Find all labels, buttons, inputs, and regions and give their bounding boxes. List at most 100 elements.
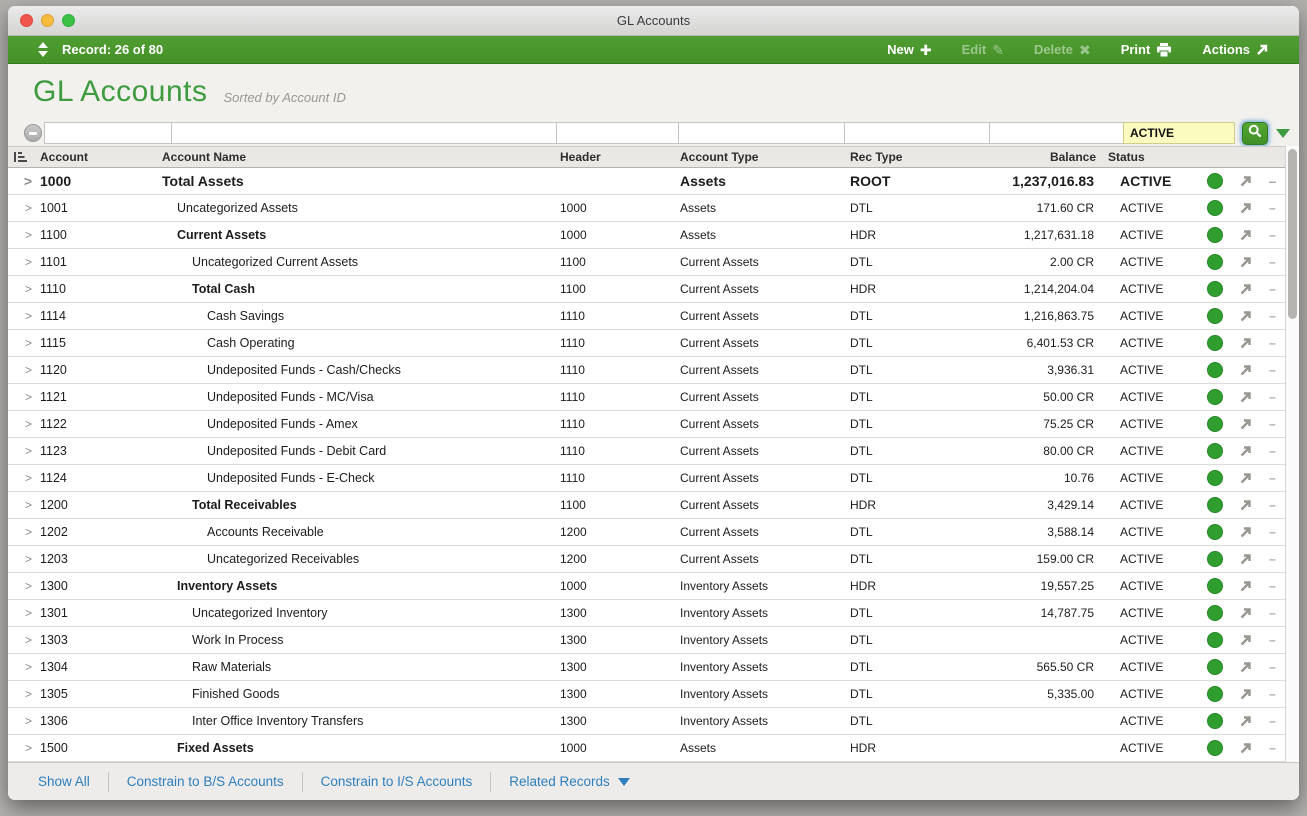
table-row[interactable]: > 1120 Undeposited Funds - Cash/Checks 1… <box>8 357 1285 384</box>
sort-indicator-icon[interactable] <box>8 151 34 163</box>
filter-rec-type-input[interactable] <box>844 122 990 144</box>
go-to-related-record-icon[interactable] <box>1232 174 1260 188</box>
column-header-header[interactable]: Header <box>560 150 601 164</box>
table-row[interactable]: > 1203 Uncategorized Receivables 1200 Cu… <box>8 546 1285 573</box>
table-row[interactable]: > 1200 Total Receivables 1100 Current As… <box>8 492 1285 519</box>
expand-row-chevron-icon[interactable]: > <box>24 471 32 485</box>
go-to-related-record-icon[interactable] <box>1232 255 1260 269</box>
table-row[interactable]: > 1305 Finished Goods 1300 Inventory Ass… <box>8 681 1285 708</box>
table-row[interactable]: > 1114 Cash Savings 1110 Current Assets … <box>8 303 1285 330</box>
expand-row-chevron-icon[interactable]: > <box>24 714 32 728</box>
go-to-related-record-icon[interactable] <box>1232 687 1260 701</box>
expand-row-chevron-icon[interactable]: > <box>24 363 32 377</box>
go-to-related-record-icon[interactable] <box>1232 633 1260 647</box>
table-row[interactable]: > 1001 Uncategorized Assets 1000 Assets … <box>8 195 1285 222</box>
table-row[interactable]: > 1100 Current Assets 1000 Assets HDR 1,… <box>8 222 1285 249</box>
expand-row-chevron-icon[interactable]: > <box>24 444 32 458</box>
expand-row-chevron-icon[interactable]: > <box>24 498 32 512</box>
table-row[interactable]: > 1123 Undeposited Funds - Debit Card 11… <box>8 438 1285 465</box>
table-row[interactable]: > 1110 Total Cash 1100 Current Assets HD… <box>8 276 1285 303</box>
expand-row-chevron-icon[interactable]: > <box>24 228 32 242</box>
new-button[interactable]: New ✚ <box>887 41 932 58</box>
record-navigation-stepper[interactable] <box>38 42 48 57</box>
go-to-related-record-icon[interactable] <box>1232 282 1260 296</box>
go-to-related-record-icon[interactable] <box>1232 741 1260 755</box>
column-header-balance[interactable]: Balance <box>1049 150 1096 164</box>
remove-filter-button[interactable] <box>24 124 42 142</box>
expand-row-chevron-icon[interactable]: > <box>24 417 32 431</box>
go-to-related-record-icon[interactable] <box>1232 390 1260 404</box>
related-records-button[interactable]: Related Records <box>509 774 630 789</box>
table-row[interactable]: > 1122 Undeposited Funds - Amex 1110 Cur… <box>8 411 1285 438</box>
column-header-account[interactable]: Account <box>40 150 88 164</box>
filter-status-input[interactable] <box>1123 122 1235 144</box>
go-to-related-record-icon[interactable] <box>1232 201 1260 215</box>
print-button[interactable]: Print <box>1121 42 1173 57</box>
go-to-related-record-icon[interactable] <box>1232 714 1260 728</box>
go-to-related-record-icon[interactable] <box>1232 309 1260 323</box>
table-row[interactable]: > 1304 Raw Materials 1300 Inventory Asse… <box>8 654 1285 681</box>
filter-balance-input[interactable] <box>989 122 1124 144</box>
filter-account-input[interactable] <box>44 122 172 144</box>
expand-row-chevron-icon[interactable]: > <box>24 390 32 404</box>
go-to-related-record-icon[interactable] <box>1232 552 1260 566</box>
actions-button[interactable]: Actions <box>1202 42 1269 57</box>
scrollbar-thumb[interactable] <box>1288 149 1297 319</box>
expand-row-chevron-icon[interactable]: > <box>24 336 32 350</box>
expand-row-chevron-icon[interactable]: > <box>24 552 32 566</box>
go-to-related-record-icon[interactable] <box>1232 228 1260 242</box>
table-row[interactable]: > 1101 Uncategorized Current Assets 1100… <box>8 249 1285 276</box>
go-to-related-record-icon[interactable] <box>1232 471 1260 485</box>
show-all-button[interactable]: Show All <box>38 774 90 789</box>
table-row[interactable]: > 1000 Total Assets Assets ROOT 1,237,01… <box>8 168 1285 195</box>
expand-row-chevron-icon[interactable]: > <box>24 309 32 323</box>
go-to-related-record-icon[interactable] <box>1232 579 1260 593</box>
expand-row-chevron-icon[interactable]: > <box>24 687 32 701</box>
vertical-scrollbar[interactable] <box>1285 146 1299 762</box>
go-to-related-record-icon[interactable] <box>1232 444 1260 458</box>
next-record-icon[interactable] <box>38 51 48 57</box>
table-row[interactable]: > 1306 Inter Office Inventory Transfers … <box>8 708 1285 735</box>
table-row[interactable]: > 1115 Cash Operating 1110 Current Asset… <box>8 330 1285 357</box>
go-to-related-record-icon[interactable] <box>1232 606 1260 620</box>
minimize-window-button[interactable] <box>41 14 54 27</box>
search-button[interactable] <box>1242 121 1268 145</box>
account-type-cell: Current Assets <box>680 363 759 377</box>
filter-account-name-input[interactable] <box>171 122 557 144</box>
zoom-window-button[interactable] <box>62 14 75 27</box>
constrain-bs-accounts-button[interactable]: Constrain to B/S Accounts <box>126 774 284 789</box>
filter-account-type-input[interactable] <box>678 122 845 144</box>
expand-row-chevron-icon[interactable]: > <box>24 741 32 755</box>
constrain-is-accounts-button[interactable]: Constrain to I/S Accounts <box>320 774 473 789</box>
go-to-related-record-icon[interactable] <box>1232 660 1260 674</box>
column-header-account-type[interactable]: Account Type <box>680 150 759 164</box>
search-options-dropdown[interactable] <box>1276 128 1290 138</box>
filter-header-input[interactable] <box>556 122 679 144</box>
close-window-button[interactable] <box>20 14 33 27</box>
expand-row-chevron-icon[interactable]: > <box>24 201 32 215</box>
go-to-related-record-icon[interactable] <box>1232 525 1260 539</box>
expand-row-chevron-icon[interactable]: > <box>24 606 32 620</box>
table-row[interactable]: > 1303 Work In Process 1300 Inventory As… <box>8 627 1285 654</box>
table-row[interactable]: > 1121 Undeposited Funds - MC/Visa 1110 … <box>8 384 1285 411</box>
previous-record-icon[interactable] <box>38 42 48 48</box>
expand-row-chevron-icon[interactable]: > <box>24 255 32 269</box>
expand-row-chevron-icon[interactable]: > <box>23 173 32 189</box>
go-to-related-record-icon[interactable] <box>1232 498 1260 512</box>
table-row[interactable]: > 1500 Fixed Assets 1000 Assets HDR ACTI… <box>8 735 1285 762</box>
table-row[interactable]: > 1300 Inventory Assets 1000 Inventory A… <box>8 573 1285 600</box>
expand-row-chevron-icon[interactable]: > <box>24 282 32 296</box>
table-row[interactable]: > 1124 Undeposited Funds - E-Check 1110 … <box>8 465 1285 492</box>
column-header-status[interactable]: Status <box>1108 150 1145 164</box>
expand-row-chevron-icon[interactable]: > <box>24 633 32 647</box>
expand-row-chevron-icon[interactable]: > <box>24 660 32 674</box>
column-header-account-name[interactable]: Account Name <box>162 150 247 164</box>
expand-row-chevron-icon[interactable]: > <box>24 579 32 593</box>
go-to-related-record-icon[interactable] <box>1232 363 1260 377</box>
go-to-related-record-icon[interactable] <box>1232 417 1260 431</box>
expand-row-chevron-icon[interactable]: > <box>24 525 32 539</box>
go-to-related-record-icon[interactable] <box>1232 336 1260 350</box>
column-header-rec-type[interactable]: Rec Type <box>850 150 903 164</box>
table-row[interactable]: > 1202 Accounts Receivable 1200 Current … <box>8 519 1285 546</box>
table-row[interactable]: > 1301 Uncategorized Inventory 1300 Inve… <box>8 600 1285 627</box>
